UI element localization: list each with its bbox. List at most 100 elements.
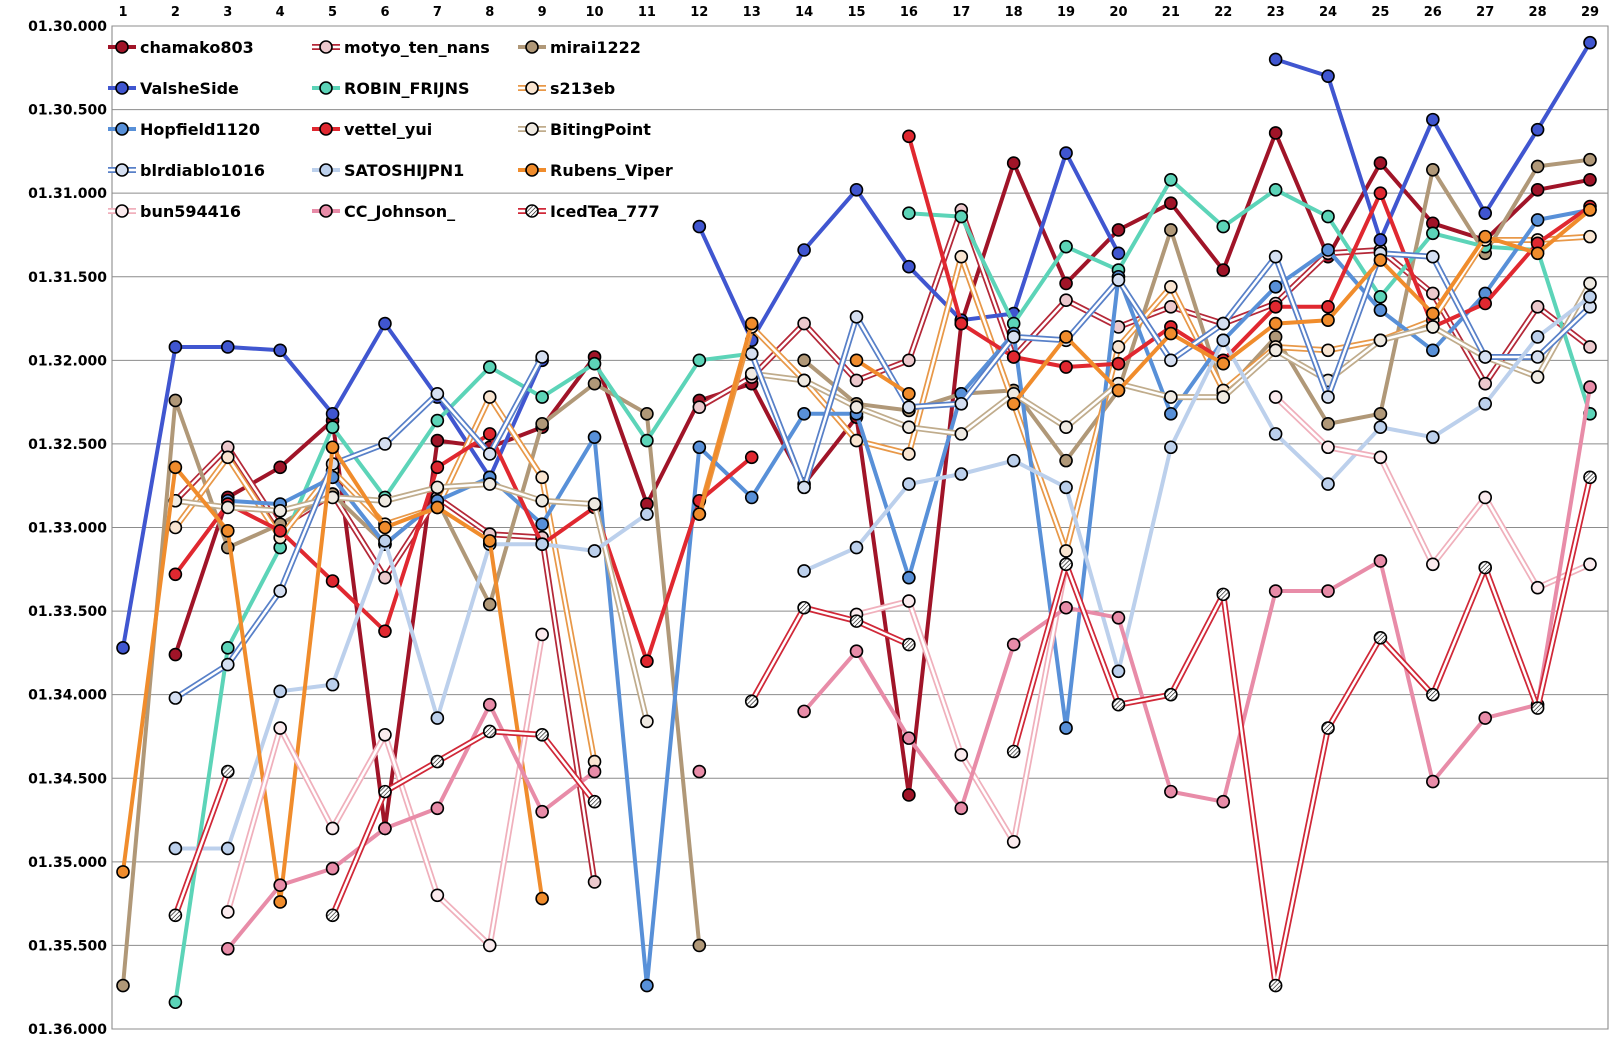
data-point [797,480,811,495]
legend-item-chamako803: chamako803 [108,38,254,57]
data-point [430,386,445,401]
legend-item-vettel_yui: vettel_yui [312,120,432,139]
data-point [1373,450,1388,465]
data-point [1583,229,1597,244]
data-point [954,467,969,481]
data-point [430,711,445,725]
y-tick-label: 01.36.000 [28,1022,107,1038]
data-point [1321,584,1335,598]
data-point [797,243,811,257]
series-line [802,386,1592,811]
legend-item-IcedTea_777: IcedTea_777 [518,202,660,221]
data-point [220,500,235,515]
data-point [1478,396,1493,411]
x-tick-label: 2 [171,5,180,20]
x-tick-label: 21 [1162,5,1180,20]
data-point [849,353,864,368]
legend-swatch-marker [319,81,333,95]
data-point [273,460,287,475]
data-point [1426,320,1440,334]
data-point [430,801,445,816]
legend-swatch-marker [525,122,539,136]
data-point [482,597,497,612]
data-point [797,353,811,368]
legend-label: chamako803 [140,38,254,57]
data-point [1164,223,1178,237]
data-point [430,480,445,495]
series-lines [116,35,1597,1010]
data-point [168,460,183,475]
data-point [1059,420,1073,435]
data-point [849,183,864,197]
data-point [1530,213,1545,227]
data-point [273,895,287,909]
data-point [1164,196,1178,210]
data-point [1530,370,1545,384]
x-tick-label: 11 [638,5,656,20]
data-point [168,691,183,705]
data-point [378,821,392,836]
legend-swatch-marker [115,122,129,136]
legend-item-BitingPoint: BitingPoint [518,120,651,139]
data-point [325,677,340,692]
x-tick-label: 25 [1371,5,1389,20]
data-point [1164,172,1178,187]
data-point [1006,330,1021,344]
legend-item-ROBIN_FRIJNS: ROBIN_FRIJNS [312,79,470,98]
data-point [482,390,497,404]
data-point [1164,300,1178,314]
legend-swatch-marker [525,163,539,177]
data-point [482,447,497,461]
series-line [1012,208,1592,406]
data-point [692,440,707,455]
data-point [849,400,864,414]
data-point [1373,303,1388,317]
data-point [1268,249,1283,264]
data-point [1111,383,1126,398]
data-point [116,865,130,879]
x-tick-label: 13 [743,5,761,20]
data-point [1059,146,1073,160]
data-point [430,433,445,448]
data-point [1268,584,1283,598]
data-point [1426,112,1440,127]
data-point [220,450,235,465]
x-tick-label: 20 [1109,5,1127,20]
series-line [803,295,1592,674]
data-point [325,440,340,455]
legend-label: s213eb [550,79,615,98]
legend-label: IcedTea_777 [550,202,660,221]
legend-item-SATOSHIJPN1: SATOSHIJPN1 [312,161,464,180]
data-point [954,427,969,441]
data-point [1426,557,1440,572]
data-point [1478,229,1493,244]
data-point [430,888,445,903]
data-point [954,396,969,411]
legend-label: bun594416 [140,202,241,221]
data-point [692,507,707,521]
data-point [1216,356,1231,371]
data-point [1373,290,1388,304]
data-point [1059,330,1073,344]
legend-label: blrdiablo1016 [140,161,265,180]
data-point [273,524,287,538]
legend-item-Hopfield1120: Hopfield1120 [108,120,260,139]
data-point [1111,610,1126,625]
data-point [1426,249,1440,264]
data-point [1111,340,1126,354]
data-point [325,574,340,588]
data-point [273,721,287,735]
data-point [325,861,340,876]
data-point [325,407,340,421]
series-line [697,323,754,515]
y-tick-label: 01.33.000 [28,521,107,537]
data-point [220,657,235,672]
data-point [116,978,130,993]
legend-label: CC_Johnson_ [344,202,455,221]
x-tick-label: 3 [223,5,232,20]
data-point [1583,340,1597,354]
data-point [1111,246,1126,261]
data-point [1164,784,1178,799]
x-tick-label: 23 [1267,5,1285,20]
